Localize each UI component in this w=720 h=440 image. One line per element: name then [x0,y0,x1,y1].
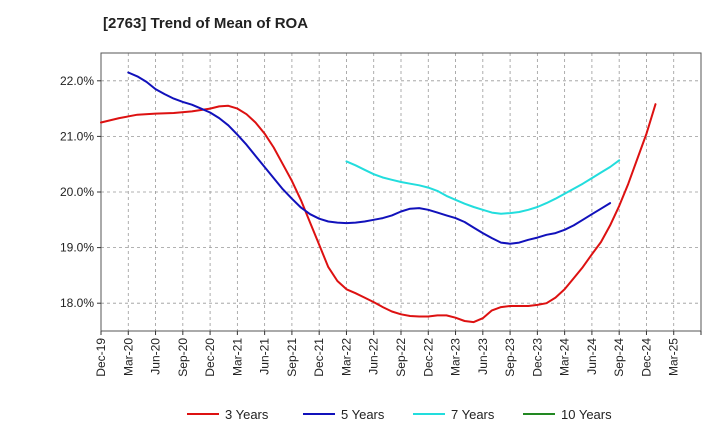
x-tick-label-5: Mar-21 [230,338,244,376]
legend-label-7-years: 7 Years [451,407,495,422]
legend-label-10-years: 10 Years [561,407,612,422]
x-tick-label-1: Mar-20 [121,338,135,376]
legend-label-3-years: 3 Years [225,407,269,422]
y-axis-ticks: 18.0% 19.0% 20.0% 21.0% 22.0% [60,74,101,310]
y-tick-label-3: 21.0% [60,129,94,143]
series-layer [100,71,657,324]
x-tick-label-16: Dec-23 [530,338,544,377]
x-tick-label-11: Sep-22 [394,338,408,377]
x-tick-label-21: Mar-25 [667,338,681,376]
x-tick-label-14: Jun-23 [476,338,490,375]
x-tick-label-9: Mar-22 [339,338,353,376]
series-line-5-years [127,71,612,245]
x-tick-label-6: Jun-21 [258,338,272,375]
x-tick-label-18: Jun-24 [585,338,599,375]
series-line-7-years [345,159,621,215]
x-tick-label-13: Mar-23 [449,338,463,376]
x-tick-label-12: Dec-22 [421,338,435,377]
y-tick-label-4: 22.0% [60,74,94,88]
y-tick-label-1: 19.0% [60,241,94,255]
x-tick-label-8: Dec-21 [312,338,326,377]
x-tick-label-2: Jun-20 [149,338,163,375]
grid [100,53,702,331]
x-axis-ticks: Dec-19 Mar-20 Jun-20 Sep-20 Dec-20 Mar-21 Jun-… [94,331,702,377]
x-tick-label-7: Sep-21 [285,338,299,377]
x-tick-label-19: Sep-24 [612,338,626,377]
x-tick-label-4: Dec-20 [203,338,217,377]
legend-label-5-years: 5 Years [341,407,385,422]
x-tick-label-0: Dec-19 [94,338,108,377]
legend: 3 Years 5 Years 7 Years 10 Years [187,407,612,422]
x-tick-label-15: Sep-23 [503,338,517,377]
chart-title: [2763] Trend of Mean of ROA [103,15,308,32]
x-tick-label-10: Jun-22 [367,338,381,375]
y-tick-label-0: 18.0% [60,296,94,310]
x-tick-label-17: Mar-24 [558,338,572,376]
y-tick-label-2: 20.0% [60,185,94,199]
x-tick-label-20: Dec-24 [639,338,653,377]
series-line-3-years [100,103,657,324]
x-tick-label-3: Sep-20 [176,338,190,377]
